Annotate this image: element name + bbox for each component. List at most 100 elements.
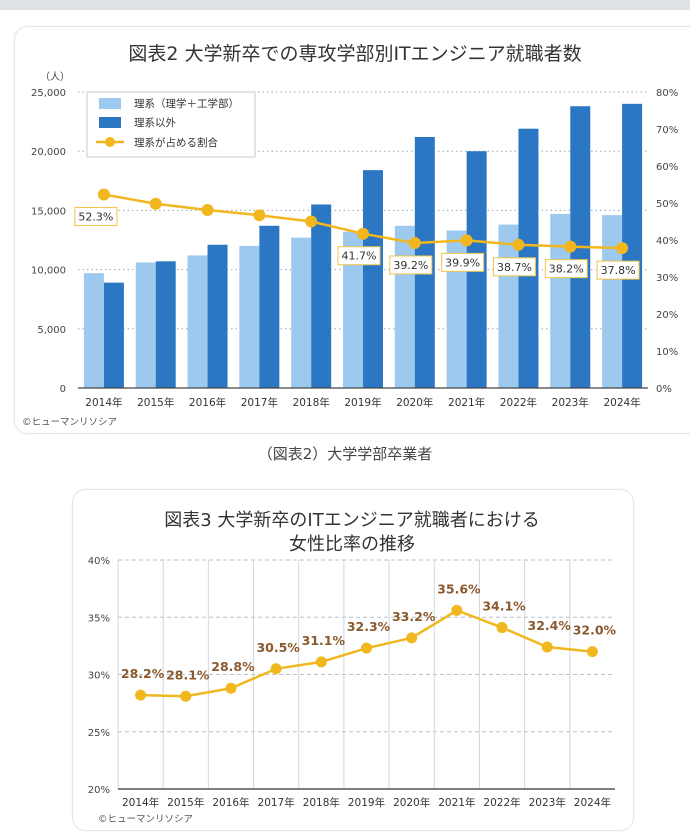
ratio-label: 39.2% xyxy=(393,259,428,272)
y-tick-label: 35% xyxy=(88,613,110,624)
legend-marker xyxy=(105,137,115,147)
y-tick-label: 25,000 xyxy=(31,88,66,99)
legend-label: 理系が占める割合 xyxy=(134,136,218,149)
legend-label: 理系（理学＋工学部） xyxy=(134,97,239,110)
y-tick-label: 40% xyxy=(88,556,110,567)
y2-tick-label: 40% xyxy=(656,236,678,247)
ratio-point xyxy=(149,197,162,210)
bar-non-science xyxy=(207,244,228,388)
bar-science xyxy=(343,231,363,388)
ratio-point xyxy=(305,215,318,228)
ratio-label-box xyxy=(337,246,381,266)
ratio-point xyxy=(357,227,369,240)
bar-non-science xyxy=(155,261,176,388)
female-ratio-point xyxy=(315,656,327,668)
y2-tick-label: 0% xyxy=(656,384,672,395)
ratio-label-box xyxy=(544,259,588,279)
y2-tick-label: 10% xyxy=(656,347,678,358)
x-tick-label: 2019年 xyxy=(348,796,385,809)
ratio-point xyxy=(97,188,110,201)
female-ratio-label: 28.1% xyxy=(166,667,210,682)
bar-science xyxy=(602,215,623,388)
y2-tick-label: 80% xyxy=(656,88,678,99)
female-ratio-point xyxy=(586,646,598,658)
y2-tick-label: 70% xyxy=(656,125,678,136)
y2-tick-label: 60% xyxy=(656,162,678,173)
y-tick-label: 30% xyxy=(88,671,110,682)
bar-science xyxy=(239,245,260,388)
x-tick-label: 2018年 xyxy=(293,396,330,409)
y-tick-label: 20% xyxy=(88,785,110,796)
x-tick-label: 2014年 xyxy=(122,796,159,809)
y-tick-label: 15,000 xyxy=(31,206,66,217)
x-tick-label: 2021年 xyxy=(438,796,475,809)
female-ratio-point xyxy=(496,622,508,634)
ratio-point xyxy=(616,242,629,255)
bar-science xyxy=(83,273,104,388)
chart-title: 図表3 大学新卒のITエンジニア就職者における xyxy=(164,510,539,531)
y2-tick-label: 30% xyxy=(656,273,678,284)
female-ratio-point xyxy=(451,604,463,616)
female-ratio-label: 31.1% xyxy=(302,633,346,648)
female-ratio-label: 33.2% xyxy=(392,609,436,624)
legend-swatch-science xyxy=(99,98,121,109)
x-tick-label: 2023年 xyxy=(529,796,566,809)
ratio-label: 38.7% xyxy=(497,261,532,274)
credit: ©ヒューマンリソシア xyxy=(22,417,117,428)
x-tick-label: 2021年 xyxy=(448,396,485,409)
x-tick-label: 2020年 xyxy=(396,396,433,409)
bar-non-science xyxy=(103,282,124,388)
ratio-label: 52.3% xyxy=(78,210,113,223)
x-tick-label: 2015年 xyxy=(137,396,174,409)
x-tick-label: 2016年 xyxy=(189,396,226,409)
x-tick-label: 2022年 xyxy=(483,796,520,809)
female-ratio-point xyxy=(406,632,418,644)
ratio-point xyxy=(253,209,266,222)
ratio-label-box xyxy=(74,206,118,226)
legend-swatch-non-science xyxy=(99,117,121,128)
ratio-label: 41.7% xyxy=(342,250,377,263)
ratio-point xyxy=(201,204,214,217)
ratio-label: 39.9% xyxy=(445,256,480,269)
ratio-point xyxy=(564,240,577,253)
bar-non-science xyxy=(622,103,643,388)
figure-caption: （図表2）大学学部卒業者 xyxy=(257,445,433,463)
chart-card-2 xyxy=(72,489,634,831)
female-ratio-point xyxy=(270,663,282,675)
ratio-label: 37.8% xyxy=(601,264,636,277)
y-tick-label: 20,000 xyxy=(31,147,66,158)
y-tick-label: 5,000 xyxy=(37,325,66,336)
x-tick-label: 2016年 xyxy=(212,796,249,809)
x-tick-label: 2019年 xyxy=(344,396,381,409)
y-tick-label: 10,000 xyxy=(31,266,66,277)
ratio-point xyxy=(408,236,421,249)
bar-science xyxy=(291,237,312,388)
y-tick-label: 0 xyxy=(60,384,66,395)
x-tick-label: 2023年 xyxy=(552,396,589,409)
female-ratio-label: 35.6% xyxy=(437,581,481,596)
bar-science xyxy=(550,213,571,388)
x-tick-label: 2017年 xyxy=(258,796,295,809)
x-tick-label: 2024年 xyxy=(603,396,640,409)
ratio-label-box xyxy=(389,255,433,275)
y-axis-unit: （人） xyxy=(40,71,70,83)
female-ratio-point xyxy=(180,690,192,702)
female-ratio-label: 30.5% xyxy=(256,640,300,655)
top-band xyxy=(0,0,690,10)
x-tick-label: 2015年 xyxy=(167,796,204,809)
ratio-point xyxy=(460,234,473,247)
female-ratio-point xyxy=(361,642,372,654)
y2-tick-label: 50% xyxy=(656,199,678,210)
bar-non-science xyxy=(259,225,280,388)
x-tick-label: 2017年 xyxy=(241,396,278,409)
female-ratio-label: 32.3% xyxy=(347,619,391,634)
ratio-label-box xyxy=(441,252,485,272)
x-tick-label: 2018年 xyxy=(303,796,340,809)
chart-title-line2: 女性比率の推移 xyxy=(289,534,415,555)
x-tick-label: 2022年 xyxy=(500,396,537,409)
y-tick-label: 25% xyxy=(88,728,110,739)
x-tick-label: 2014年 xyxy=(85,396,122,409)
x-tick-label: 2020年 xyxy=(393,796,430,809)
female-ratio-label: 32.4% xyxy=(528,618,572,633)
